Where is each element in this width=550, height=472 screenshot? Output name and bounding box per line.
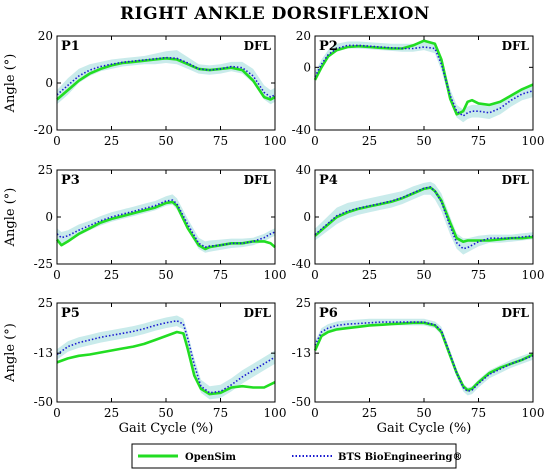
x-tick-label-p5: 75 bbox=[213, 406, 228, 420]
variability-band-p4 bbox=[315, 181, 533, 255]
x-tick-label-p1: 25 bbox=[104, 134, 119, 148]
x-tick-label-p1: 50 bbox=[158, 134, 173, 148]
x-axis-label-p6: Gait Cycle (%) bbox=[377, 421, 472, 436]
x-tick-label-p2: 100 bbox=[522, 134, 545, 148]
y-tick-label-p3: -25 bbox=[34, 257, 53, 271]
x-tick-label-p1: 0 bbox=[53, 134, 61, 148]
plot-area-p6 bbox=[315, 303, 533, 402]
legend-label-opensim: OpenSim bbox=[185, 452, 236, 463]
series-opensim-p1 bbox=[56, 57, 276, 101]
x-tick-label-p2: 0 bbox=[311, 134, 319, 148]
y-axis-label-p3: Angle (°) bbox=[3, 188, 18, 248]
y-tick-label-p2: -40 bbox=[292, 123, 311, 137]
figure-title: RIGHT ANKLE DORSIFLEXION bbox=[120, 4, 430, 24]
series-bts-p6 bbox=[314, 321, 534, 393]
panel-label-p5: P5 bbox=[61, 306, 80, 321]
x-tick-label-p5: 100 bbox=[264, 406, 287, 420]
y-tick-label-p5: -13 bbox=[34, 346, 53, 360]
panel-label-p2: P2 bbox=[319, 39, 338, 54]
x-tick-label-p4: 0 bbox=[311, 268, 319, 282]
y-tick-label-p2: 0 bbox=[303, 60, 311, 74]
panel-label-p1: P1 bbox=[61, 39, 80, 54]
y-tick-label-p4: 0 bbox=[303, 210, 311, 224]
x-tick-label-p4: 50 bbox=[416, 268, 431, 282]
y-tick-label-p5: 25 bbox=[38, 296, 53, 310]
legend: OpenSim BTS BioEngineering® bbox=[131, 443, 463, 469]
x-tick-label-p5: 50 bbox=[158, 406, 173, 420]
x-tick-label-p6: 50 bbox=[416, 406, 431, 420]
y-tick-label-p3: 0 bbox=[45, 210, 53, 224]
x-tick-label-p4: 25 bbox=[362, 268, 377, 282]
panel-label-p4: P4 bbox=[319, 173, 338, 188]
y-tick-label-p4: 40 bbox=[296, 163, 311, 177]
panel-tag-p6: DFL bbox=[502, 306, 530, 320]
x-tick-label-p2: 25 bbox=[362, 134, 377, 148]
plot-area-p1 bbox=[57, 36, 275, 130]
y-axis-label-p1: Angle (°) bbox=[3, 54, 18, 114]
y-tick-label-p1: 20 bbox=[38, 29, 53, 43]
panel-p6: 0 25 50 75 100 25 -13 -50 P6 DFL Gait Cycle (%) bbox=[292, 296, 545, 436]
y-axis-label-p5: Angle (°) bbox=[3, 323, 18, 383]
x-tick-label-p2: 75 bbox=[471, 134, 486, 148]
variability-band-p6 bbox=[315, 318, 533, 396]
x-tick-label-p6: 75 bbox=[471, 406, 486, 420]
legend-box bbox=[131, 443, 457, 469]
x-tick-label-p1: 75 bbox=[213, 134, 228, 148]
panel-tag-p3: DFL bbox=[244, 173, 272, 187]
y-tick-label-p5: -50 bbox=[34, 395, 53, 409]
x-tick-label-p3: 50 bbox=[158, 268, 173, 282]
x-tick-label-p2: 50 bbox=[416, 134, 431, 148]
x-tick-label-p3: 75 bbox=[213, 268, 228, 282]
series-opensim-p3 bbox=[55, 200, 276, 251]
y-tick-label-p1: -20 bbox=[34, 123, 53, 137]
y-tick-label-p3: 25 bbox=[38, 163, 53, 177]
series-bts-p1 bbox=[56, 56, 276, 99]
y-tick-label-p6: -13 bbox=[292, 346, 311, 360]
x-tick-label-p4: 75 bbox=[471, 268, 486, 282]
variability-band-p5 bbox=[57, 315, 275, 400]
x-tick-label-p3: 100 bbox=[264, 268, 287, 282]
x-tick-label-p4: 100 bbox=[522, 268, 545, 282]
legend-label-bts: BTS BioEngineering® bbox=[338, 452, 463, 463]
panel-tag-p1: DFL bbox=[244, 39, 272, 53]
x-tick-label-p3: 0 bbox=[53, 268, 61, 282]
panel-tag-p4: DFL bbox=[502, 173, 530, 187]
panel-tag-p5: DFL bbox=[244, 306, 272, 320]
x-tick-label-p6: 100 bbox=[522, 406, 545, 420]
series-bts-p3 bbox=[56, 199, 276, 248]
x-axis-label-p5: Gait Cycle (%) bbox=[119, 421, 214, 436]
panel-label-p6: P6 bbox=[319, 306, 338, 321]
x-tick-label-p6: 0 bbox=[311, 406, 319, 420]
y-tick-label-p4: -40 bbox=[292, 257, 311, 271]
y-tick-label-p6: -50 bbox=[292, 395, 311, 409]
y-tick-label-p2: 20 bbox=[296, 29, 311, 43]
plot-area-p3 bbox=[57, 170, 275, 264]
panel-label-p3: P3 bbox=[61, 173, 80, 188]
x-tick-label-p1: 100 bbox=[264, 134, 287, 148]
panel-p5: 0 25 50 75 100 25 -13 -50 P5 DFL Angle (°) Gait Cyc… bbox=[3, 296, 286, 436]
x-tick-label-p6: 25 bbox=[362, 406, 377, 420]
y-tick-label-p1: 0 bbox=[45, 76, 53, 90]
series-bts-p4 bbox=[314, 186, 534, 250]
series-opensim-p2 bbox=[313, 39, 534, 116]
x-tick-label-p3: 25 bbox=[104, 268, 119, 282]
panel-tag-p2: DFL bbox=[502, 39, 530, 53]
x-tick-label-p5: 25 bbox=[104, 406, 119, 420]
x-tick-label-p5: 0 bbox=[53, 406, 61, 420]
series-opensim-p5 bbox=[56, 330, 276, 396]
y-tick-label-p6: 25 bbox=[296, 296, 311, 310]
